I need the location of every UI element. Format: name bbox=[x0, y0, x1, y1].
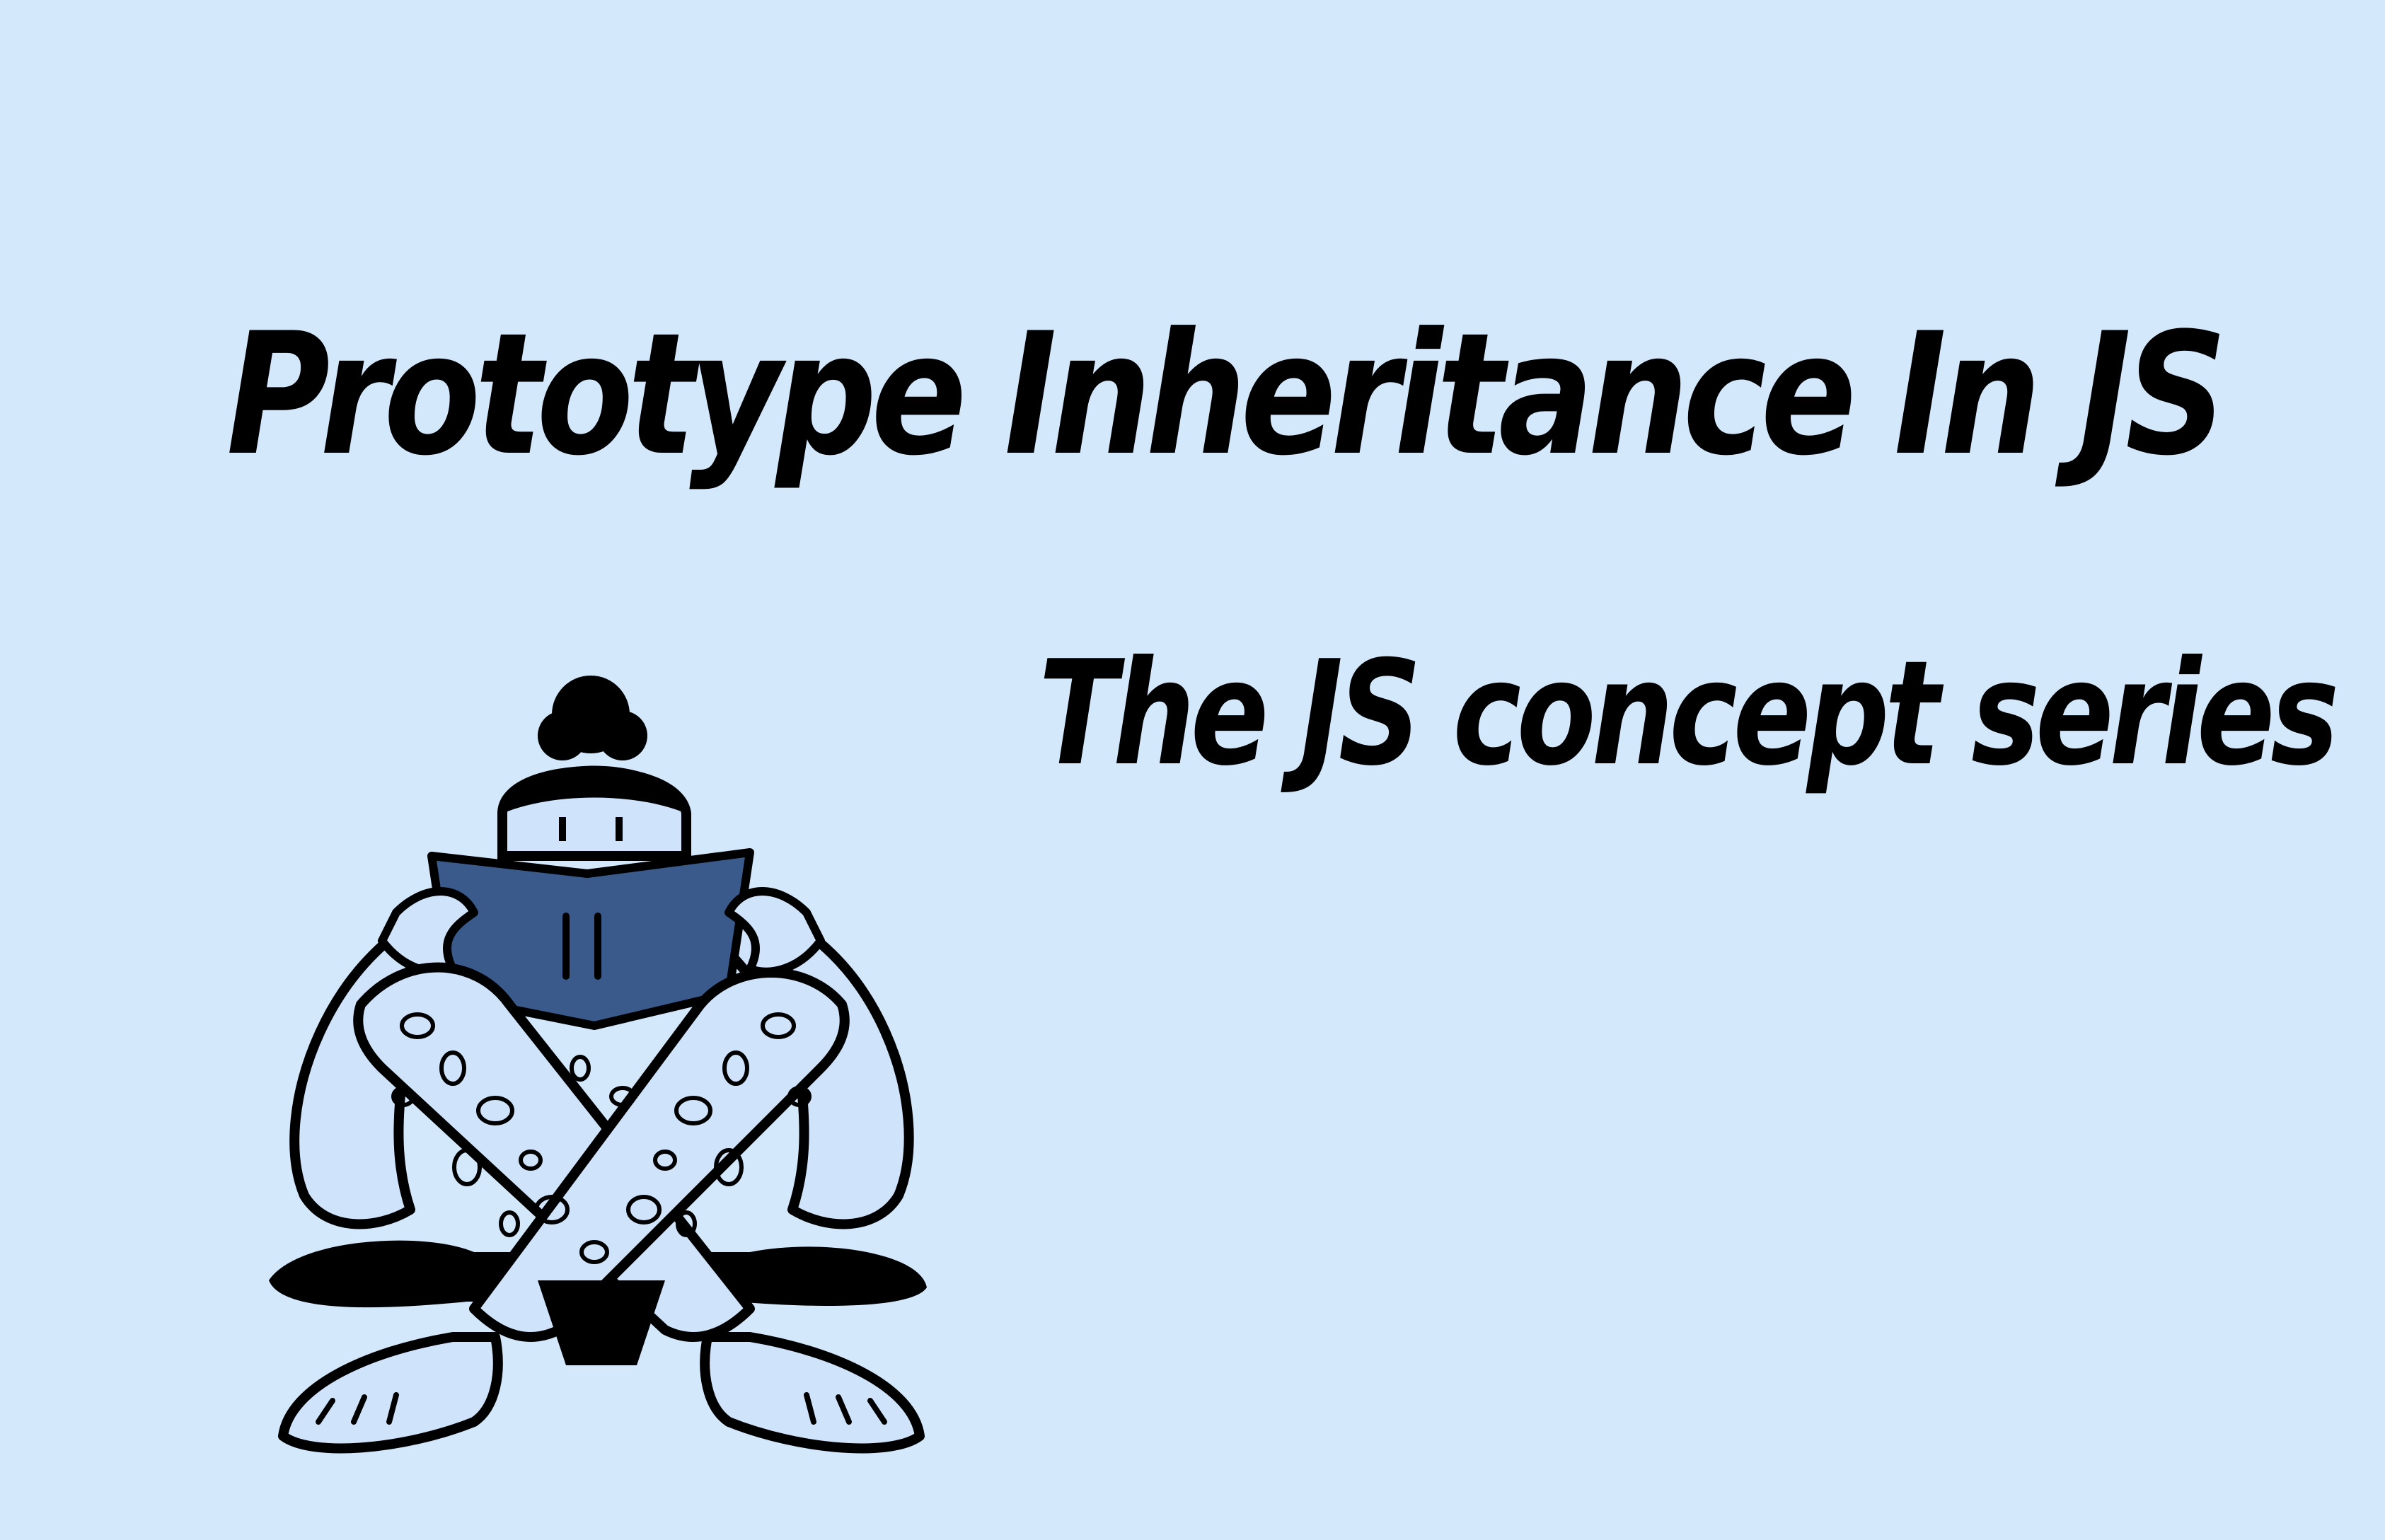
page-subtitle: The JS concept series bbox=[1039, 630, 2339, 798]
person-reading-book-icon bbox=[269, 676, 927, 1454]
page-title: Prototype Inheritance In JS bbox=[226, 297, 2227, 493]
